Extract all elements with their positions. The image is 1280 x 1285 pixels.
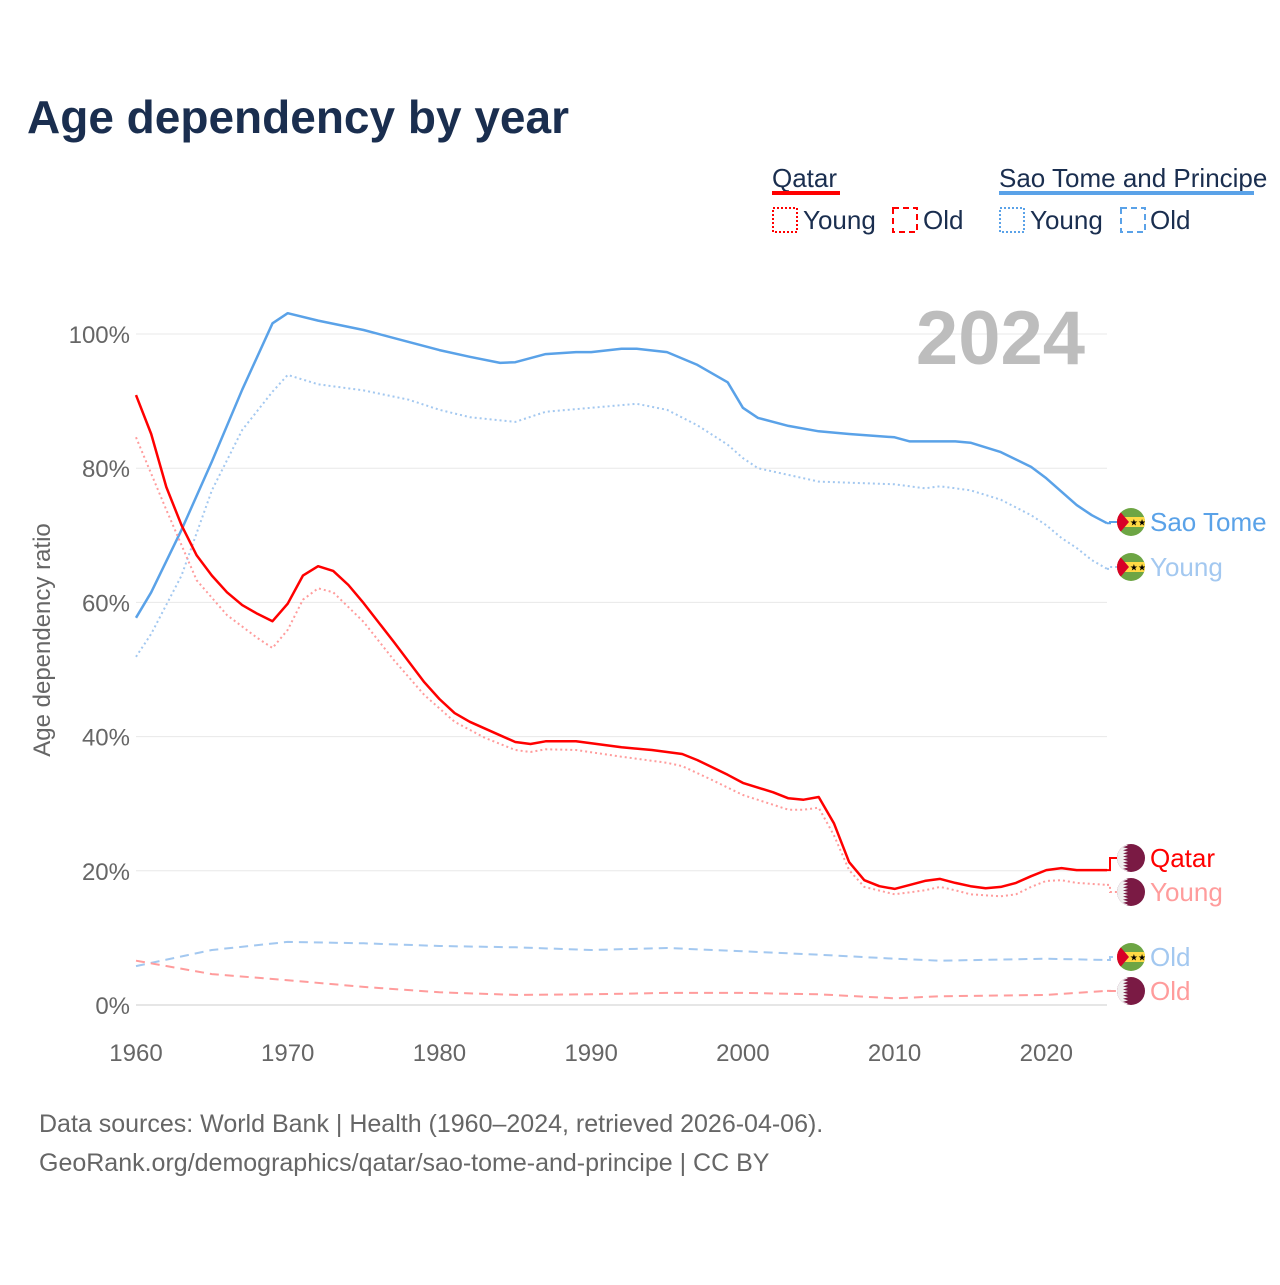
legend-stp-young-label[interactable]: Young (1030, 205, 1103, 235)
grid (136, 334, 1107, 1005)
y-tick-label: 80% (82, 456, 130, 483)
label-connector (1107, 885, 1117, 892)
legend: Qatar Young Old Sao Tome and Principe Yo… (772, 163, 1267, 235)
y-tick-label: 100% (69, 322, 130, 349)
end-labels: ★★ Sao Tome ★★ Young ★★ Old Qatar Young Old (1107, 507, 1267, 1006)
end-label-text: Young (1150, 877, 1223, 907)
x-tick-label: 1960 (109, 1040, 162, 1067)
legend-stp-title[interactable]: Sao Tome and Principe (999, 163, 1267, 193)
end-label-qatar-old: Old (1107, 976, 1190, 1006)
label-connector (1107, 522, 1117, 523)
legend-stp-young-swatch (1000, 208, 1024, 232)
legend-qatar-underline (772, 191, 840, 195)
legend-qatar-young-label[interactable]: Young (803, 205, 876, 235)
end-label-qatar-total: Qatar (1107, 843, 1215, 873)
sao-tome-flag-icon: ★★ (1117, 553, 1146, 581)
year-watermark: 2024 (916, 296, 1085, 381)
end-label-sao-tome-and-principe-total: ★★ Sao Tome (1107, 507, 1267, 537)
label-connector (1107, 957, 1117, 960)
y-tick-label: 60% (82, 590, 130, 617)
legend-qatar-old-label[interactable]: Old (923, 205, 963, 235)
svg-text:★★: ★★ (1130, 563, 1146, 573)
series-line-qatar-total[interactable] (136, 395, 1107, 889)
x-tick-label: 2000 (716, 1040, 769, 1067)
legend-qatar-old-swatch (893, 208, 917, 232)
series-line-sao-tome-and-principe-old[interactable] (136, 942, 1107, 966)
y-axis-label: Age dependency ratio (29, 523, 56, 757)
series-line-qatar-old[interactable] (136, 961, 1107, 999)
series-line-sao-tome-and-principe-young[interactable] (136, 375, 1107, 657)
end-label-text: Old (1150, 976, 1190, 1006)
end-label-text: Young (1150, 552, 1223, 582)
legend-stp-old-swatch (1121, 208, 1145, 232)
x-tick-label: 2020 (1020, 1040, 1073, 1067)
legend-stp-underline (999, 191, 1254, 195)
legend-qatar-title[interactable]: Qatar (772, 163, 837, 193)
svg-text:★★: ★★ (1130, 518, 1146, 528)
qatar-flag-icon (1117, 878, 1145, 906)
source-line-2[interactable]: GeoRank.org/demographics/qatar/sao-tome-… (39, 1149, 770, 1177)
end-label-sao-tome-and-principe-old: ★★ Old (1107, 942, 1190, 972)
label-connector (1107, 858, 1117, 870)
y-tick-label: 0% (95, 993, 130, 1020)
end-label-sao-tome-and-principe-young: ★★ Young (1107, 552, 1223, 582)
end-label-text: Old (1150, 942, 1190, 972)
sao-tome-flag-icon: ★★ (1117, 943, 1146, 971)
series-line-qatar-young[interactable] (136, 437, 1107, 896)
x-tick-label: 1970 (261, 1040, 314, 1067)
chart-title: Age dependency by year (27, 91, 569, 143)
end-label-text: Sao Tome (1150, 507, 1267, 537)
legend-stp-old-label[interactable]: Old (1150, 205, 1190, 235)
y-tick-label: 20% (82, 859, 130, 886)
label-connector (1107, 567, 1117, 569)
sao-tome-flag-icon: ★★ (1117, 508, 1146, 536)
end-label-qatar-young: Young (1107, 877, 1223, 907)
series-lines (136, 313, 1107, 998)
qatar-flag-icon (1117, 977, 1145, 1005)
x-tick-label: 2010 (868, 1040, 921, 1067)
qatar-flag-icon (1117, 844, 1145, 872)
source-line-1: Data sources: World Bank | Health (1960–… (39, 1110, 823, 1138)
legend-qatar-young-swatch (773, 208, 797, 232)
svg-text:★★: ★★ (1130, 953, 1146, 963)
end-label-text: Qatar (1150, 843, 1215, 873)
x-tick-label: 1990 (564, 1040, 617, 1067)
x-axis-ticks: 1960 1970 1980 1990 2000 2010 2020 (109, 1040, 1073, 1067)
y-axis-ticks: 0% 20% 40% 60% 80% 100% (69, 322, 130, 1020)
y-tick-label: 40% (82, 725, 130, 752)
x-tick-label: 1980 (413, 1040, 466, 1067)
